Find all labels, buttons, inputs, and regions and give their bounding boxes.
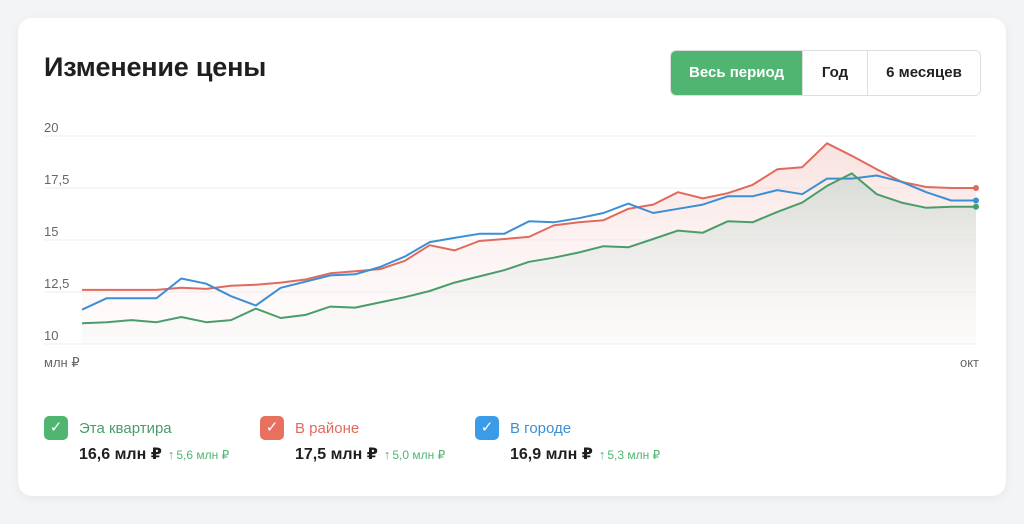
check-icon[interactable]: ✓: [260, 416, 284, 440]
legend-label: В районе: [295, 420, 360, 437]
period-tabs: Весь период Год 6 месяцев: [670, 50, 981, 96]
y-tick-label: 12,5: [44, 276, 69, 291]
arrow-up-icon: ↑: [167, 447, 175, 462]
legend-value: 17,5 млн ₽ ↑ 5,0 млн ₽: [295, 446, 446, 463]
y-tick-label: 20: [44, 120, 58, 135]
tab-6-months[interactable]: 6 месяцев: [867, 51, 980, 95]
series-line: [81, 174, 976, 311]
page-title: Изменение цены: [44, 52, 267, 82]
chart-areas: [82, 143, 976, 344]
series-line: [81, 172, 976, 325]
tab-year[interactable]: Год: [802, 51, 867, 95]
legend-value: 16,6 млн ₽ ↑ 5,6 млн ₽: [79, 446, 230, 463]
legend-value: 16,9 млн ₽ ↑ 5,3 млн ₽: [510, 446, 661, 463]
chart-lines: [81, 142, 976, 325]
y-axis-ticks: 10 12,5 15 17,5 20: [44, 120, 69, 343]
price-chart: 10 12,5 15 17,5 20 млн ₽ окт: [44, 120, 979, 370]
series-line: [82, 142, 976, 291]
arrow-up-icon: ↑: [598, 447, 606, 462]
arrow-up-icon: ↑: [383, 447, 391, 462]
chart-legend: ✓ Эта квартира 16,6 млн ₽ ↑ 5,6 млн ₽ ✓ В …: [0, 416, 1024, 476]
chart-endpoints: [973, 185, 979, 210]
series-endpoint: [973, 197, 979, 204]
y-tick-label: 15: [44, 224, 58, 239]
legend-label: В городе: [510, 420, 572, 437]
x-axis-label-end: окт: [960, 355, 979, 370]
series-endpoint: [973, 185, 979, 191]
series-area: [82, 173, 976, 344]
x-axis-label-start: млн ₽: [44, 355, 80, 370]
check-icon[interactable]: ✓: [44, 416, 68, 440]
series-endpoint: [973, 203, 979, 210]
y-tick-label: 10: [44, 328, 58, 343]
y-tick-label: 17,5: [44, 172, 69, 187]
legend-label: Эта квартира: [79, 420, 172, 437]
check-icon[interactable]: ✓: [475, 416, 499, 440]
tab-all-period[interactable]: Весь период: [671, 51, 802, 95]
